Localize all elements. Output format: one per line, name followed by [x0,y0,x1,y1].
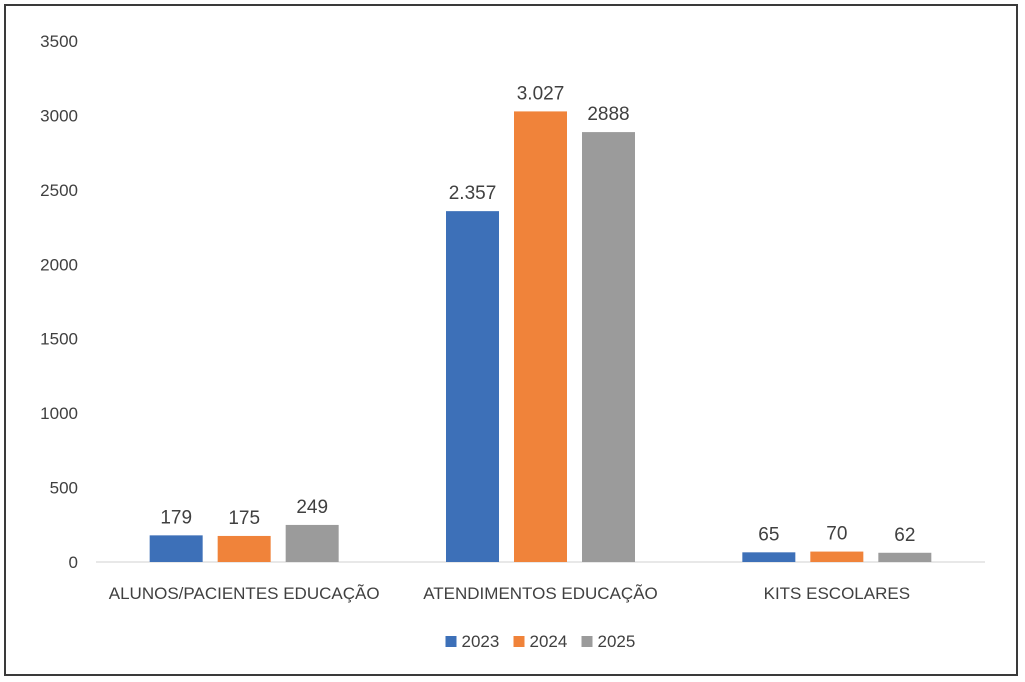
bar-2023-1 [149,535,203,562]
data-label: 62 [894,525,915,546]
data-labels: 179 175 249 2.357 3.027 2888 65 70 62 [160,83,915,545]
x-category-label: KITS ESCOLARES [764,584,910,603]
data-label: 2.357 [449,183,497,204]
data-label: 70 [826,524,847,545]
y-tick-label: 3500 [40,32,78,51]
legend-label: 2025 [598,632,636,651]
data-label: 249 [296,497,328,518]
bar-2025-1 [285,524,339,562]
y-axis: 0 500 1000 1500 2000 2500 3000 3500 [40,32,78,572]
data-label: 65 [758,524,779,545]
chart-frame [4,4,1018,676]
legend-item-2024: 2024 [513,632,568,651]
x-axis: ALUNOS/PACIENTES EDUCAÇÃO ATENDIMENTOS ED… [109,584,910,603]
y-tick-label: 2000 [40,255,78,274]
y-tick-label: 1500 [40,330,78,349]
bars [149,111,932,563]
legend-swatch [581,636,593,647]
y-tick-label: 0 [69,553,78,572]
data-label: 2888 [587,104,629,125]
bar-2024-1 [217,535,271,562]
data-label: 3.027 [517,83,565,104]
bar-2025-3 [878,552,932,562]
data-label: 179 [160,507,192,528]
legend-item-2025: 2025 [581,632,636,651]
bar-2024-2 [514,111,567,563]
y-tick-label: 2500 [40,181,78,200]
x-category-label: ATENDIMENTOS EDUCAÇÃO [423,584,658,603]
bar-2023-2 [446,211,499,562]
data-label: 175 [228,508,260,529]
legend-label: 2024 [530,632,568,651]
legend-item-2023: 2023 [445,632,500,651]
bar-2024-3 [810,551,864,562]
y-tick-label: 3000 [40,106,78,125]
y-tick-label: 500 [50,479,78,498]
legend-swatch [445,636,457,647]
x-category-label: ALUNOS/PACIENTES EDUCAÇÃO [109,584,380,603]
bar-2025-2 [582,132,635,562]
legend-label: 2023 [462,632,500,651]
bar-2023-3 [742,552,796,562]
legend: 2023 2024 2025 [445,632,636,651]
y-tick-label: 1000 [40,404,78,423]
legend-swatch [513,636,525,647]
